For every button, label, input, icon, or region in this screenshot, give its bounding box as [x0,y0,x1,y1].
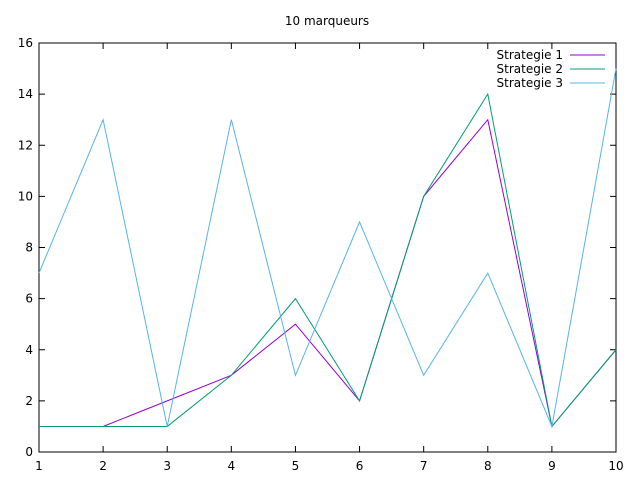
x-tick-label: 4 [228,459,236,473]
y-tick-label: 12 [18,138,33,152]
y-tick-label: 16 [18,36,33,50]
y-tick-label: 6 [25,292,33,306]
x-tick-label: 3 [163,459,171,473]
series-line-3 [38,68,617,429]
x-axis: 1 2 3 4 5 6 7 8 9 10 [35,43,624,473]
x-tick-label: 2 [99,459,107,473]
plot-frame [38,42,617,453]
x-tick-label: 9 [548,459,556,473]
x-tick-label: 10 [608,459,623,473]
x-tick-label: 8 [484,459,492,473]
legend-label-3: Strategie 3 [497,76,563,90]
series-line-2 [39,92,617,428]
plot-border [38,42,617,453]
x-tick-label: 7 [420,459,428,473]
x-tick-label: 5 [292,459,300,473]
y-tick-label: 2 [25,394,33,408]
y-axis: 0 2 4 6 8 10 12 14 16 [18,36,616,459]
y-tick-label: 4 [25,343,33,357]
legend-label-2: Strategie 2 [497,62,563,76]
series-line-1 [39,118,617,428]
legend-label-1: Strategie 1 [497,48,563,62]
y-tick-label: 14 [18,87,33,101]
x-tick-label: 6 [356,459,364,473]
series-lines [38,68,617,429]
chart-title: 10 marqueurs [285,14,369,28]
y-tick-label: 8 [25,241,33,255]
x-tick-label: 1 [35,459,43,473]
y-tick-label: 10 [18,189,33,203]
y-tick-label: 0 [25,445,33,459]
